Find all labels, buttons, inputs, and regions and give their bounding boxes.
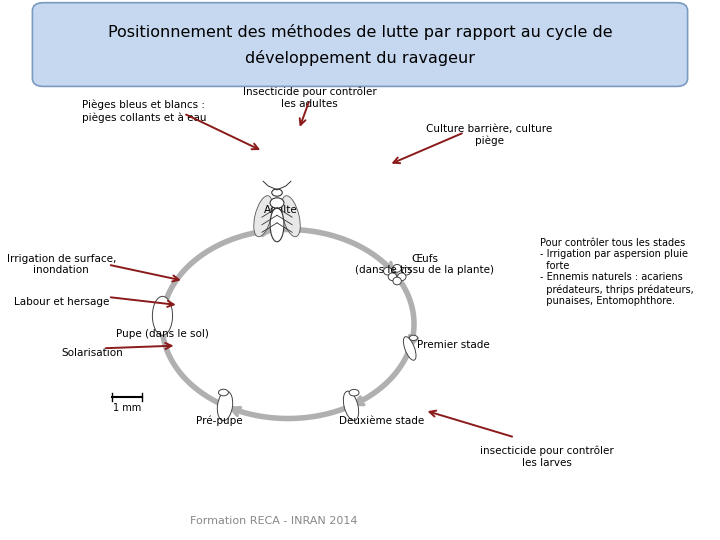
Text: insecticide pour contrôler
les larves: insecticide pour contrôler les larves [480, 446, 614, 468]
Text: Premier stade: Premier stade [417, 340, 490, 350]
Text: Œufs
(dans le tissu de la plante): Œufs (dans le tissu de la plante) [355, 254, 495, 275]
Ellipse shape [410, 335, 418, 341]
Text: Insecticide pour contrôler
les adultes: Insecticide pour contrôler les adultes [243, 86, 377, 109]
Ellipse shape [270, 208, 284, 242]
Ellipse shape [393, 277, 401, 285]
Ellipse shape [388, 273, 397, 281]
Ellipse shape [153, 296, 173, 335]
Text: Labour et hersage: Labour et hersage [14, 297, 109, 307]
Ellipse shape [402, 267, 410, 275]
Ellipse shape [271, 189, 282, 196]
Text: Formation RECA - INRAN 2014: Formation RECA - INRAN 2014 [190, 516, 357, 526]
Ellipse shape [343, 391, 359, 421]
Ellipse shape [384, 267, 392, 275]
Ellipse shape [218, 389, 228, 396]
Ellipse shape [217, 391, 233, 421]
Text: Solarisation: Solarisation [61, 348, 123, 359]
Ellipse shape [349, 389, 359, 396]
Text: 1 mm: 1 mm [112, 403, 141, 414]
Ellipse shape [393, 265, 401, 272]
Text: Pupe (dans le sol): Pupe (dans le sol) [116, 329, 208, 340]
Text: développement du ravageur: développement du ravageur [245, 50, 475, 66]
Ellipse shape [397, 273, 406, 281]
Ellipse shape [270, 198, 284, 208]
Text: Pré-pupe: Pré-pupe [197, 416, 243, 426]
Text: Pour contrôler tous les stades
- Irrigation par aspersion pluie
  forte
- Ennemi: Pour contrôler tous les stades - Irrigat… [540, 238, 694, 306]
Ellipse shape [403, 336, 416, 360]
Ellipse shape [253, 195, 273, 237]
Text: Irrigation de surface,
inondation: Irrigation de surface, inondation [6, 254, 116, 275]
Text: Culture barrière, culture
piège: Culture barrière, culture piège [426, 124, 553, 146]
FancyBboxPatch shape [32, 3, 688, 86]
Text: Pièges bleus et blancs :
pièges collants et à eau: Pièges bleus et blancs : pièges collants… [82, 100, 206, 123]
Ellipse shape [282, 195, 300, 237]
Text: Deuxième stade: Deuxième stade [339, 416, 424, 426]
Text: Adulte: Adulte [264, 205, 297, 215]
Text: Positionnement des méthodes de lutte par rapport au cycle de: Positionnement des méthodes de lutte par… [108, 24, 612, 40]
